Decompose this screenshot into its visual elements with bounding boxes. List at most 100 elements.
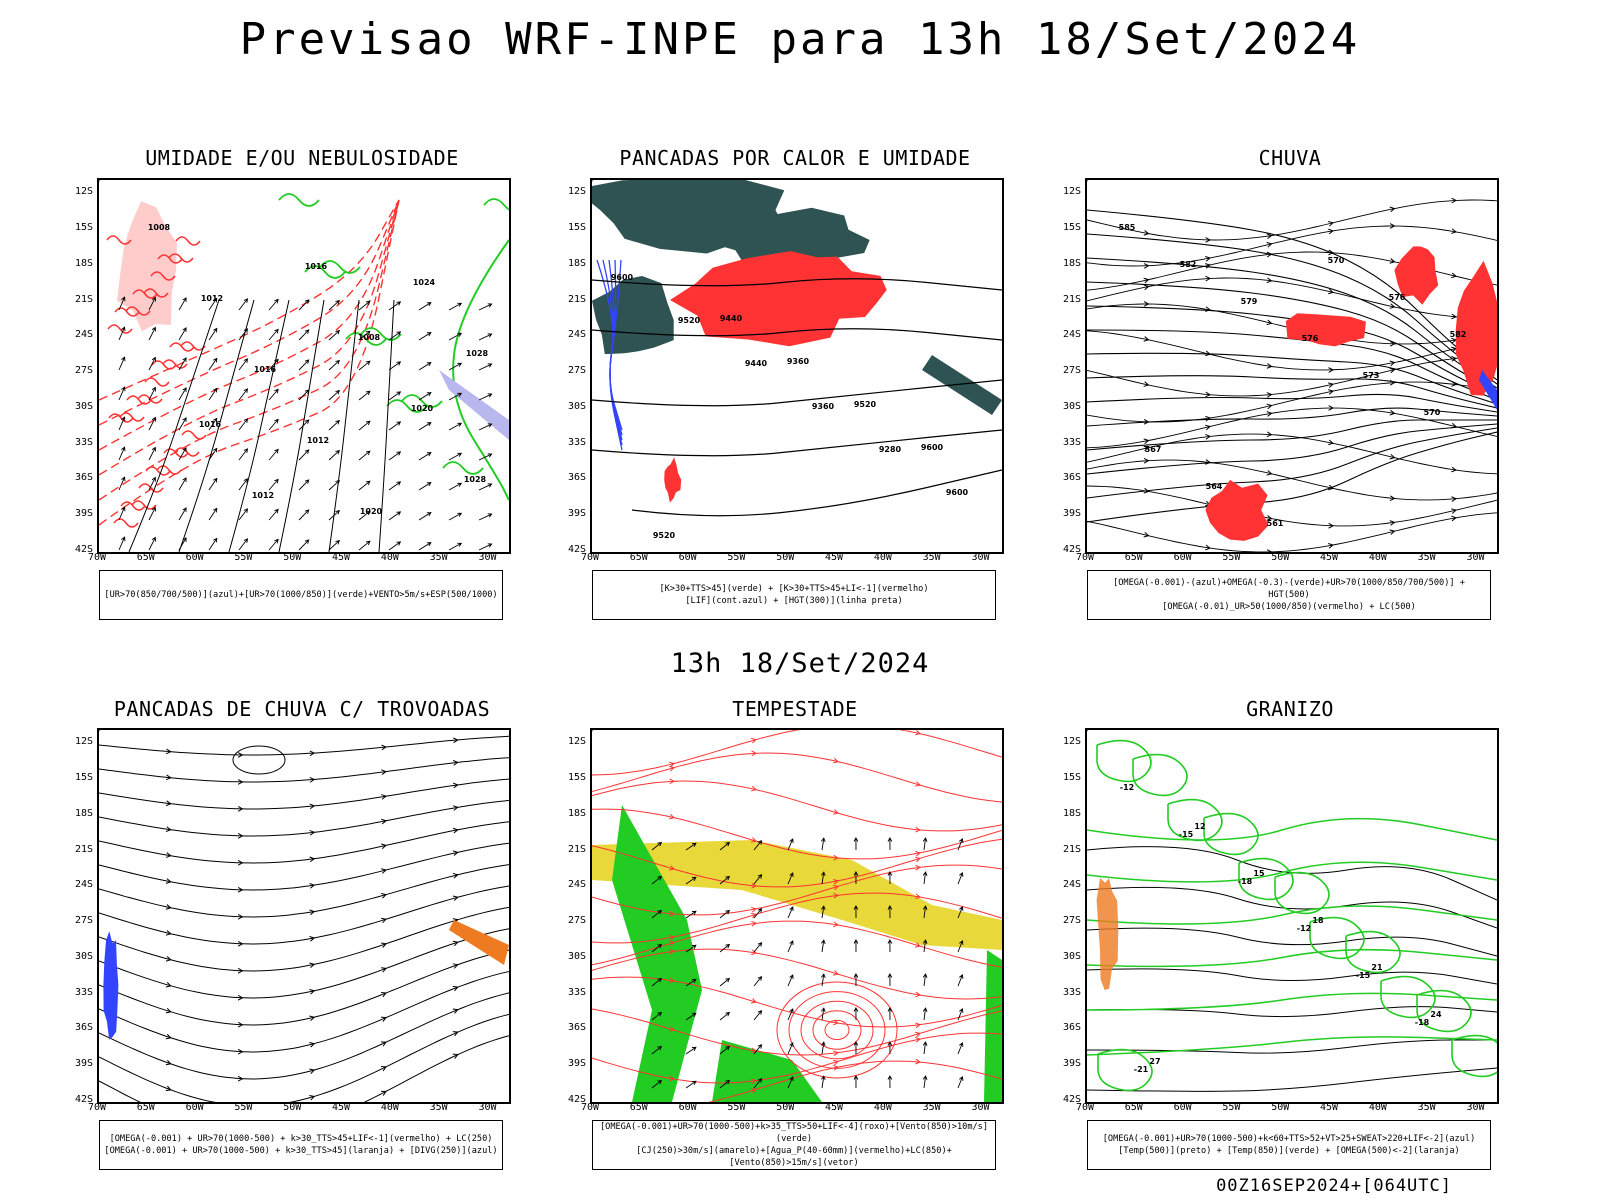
red-contour [113,518,139,528]
contour-label: 1012 [252,491,274,500]
flow-arrow [452,827,459,834]
flow-arrow [669,865,676,871]
wind-vector [268,508,279,521]
wind-vector [118,416,126,431]
flow-arrow [452,985,459,992]
red-contour [131,500,157,510]
flow-arrow [1266,515,1273,521]
longitude-label: 35W [922,552,941,563]
weather-map [590,728,1004,1104]
blue-rain-area [1479,370,1497,410]
flow-arrow [751,906,758,913]
latitude-label: 15S [567,222,586,234]
wind-vector [651,1045,663,1055]
wind-vector [478,483,493,491]
flow-arrow [165,748,172,755]
wind-vector [448,542,463,551]
wind-vector [238,298,249,311]
longitude-label: 30W [1466,552,1485,563]
latitude-label: 42S [74,544,93,555]
wind-vector [298,299,310,311]
wind-vector [238,508,249,521]
flow-arrow [1143,419,1150,425]
wind-vectors [118,296,493,551]
wind-vector [418,482,432,491]
wind-vector [178,447,187,461]
green-contour [401,394,443,408]
longitude-label: 65W [629,552,648,563]
longitude-label: 30W [478,552,497,563]
wind-vector [388,301,402,311]
red-contour [138,483,164,493]
flow-arrow [1143,487,1150,494]
longitude-label: 40W [1368,1102,1387,1113]
red-instability-area [664,457,682,503]
wind-vector [448,422,463,431]
streamline [1087,512,1497,552]
latitude-label: 15S [1062,772,1081,784]
red-dashed-contour [99,199,400,451]
wind-vector [478,423,493,431]
flow-arrow [380,1090,387,1096]
wind-vector [208,417,218,431]
streamline [99,842,509,891]
legend-line: [OMEGA(-0.01)_UR>50(1000/850)(vermelho) … [1162,602,1416,612]
orange-storm-area [449,920,509,965]
contour-label: 561 [1267,519,1284,528]
contour-label: 9600 [611,273,634,282]
streamline [592,808,1002,860]
flow-arrow [381,744,388,751]
red-instability-area [771,256,887,319]
flow-arrow [1328,439,1335,446]
longitude-label: 50W [776,1102,795,1113]
flow-arrow [452,737,459,744]
streamline [592,1032,1002,1084]
flow-arrow [1451,313,1458,320]
flow-arrow [309,909,316,916]
longitude-label: 65W [136,1102,155,1113]
red-rain-area [1285,313,1366,347]
flow-arrow [915,893,922,900]
blue-humidity-area [439,370,509,440]
wind-vector [358,540,371,551]
wind-vector [118,326,126,341]
latitude-label: 15S [567,772,586,784]
wind-vector [821,837,826,851]
wind-vector [922,1007,928,1021]
flow-arrow [1266,242,1273,248]
wind-vector [957,1041,964,1055]
red-dashed-contour [99,199,400,501]
latitude-label: 30S [74,400,93,412]
wind-vector [821,1075,826,1089]
green-contour [442,461,484,475]
flow-arrow [309,883,316,889]
red-contour [151,360,177,370]
wind-vector [753,907,763,919]
flow-arrow [1143,531,1150,538]
wind-vector [478,393,493,401]
latitude-label: 42S [1062,544,1081,555]
legend-line: [OMEGA(-0.001) + UR>70(1000-500) + k>30_… [109,1134,493,1144]
wind-vector [787,940,794,953]
flow-arrow [915,781,922,787]
flow-arrow [237,967,244,974]
wind-vector [787,1008,794,1021]
wind-vector [238,448,249,461]
flow-arrow [1328,382,1335,388]
contour-label: -21 [1134,1065,1149,1074]
hgt500-contour [1087,431,1497,523]
panel-title: GRANIZO [1246,697,1334,721]
wind-vector [328,539,341,551]
wind-vector [118,476,126,491]
flow-arrow [833,854,840,861]
streamline [99,799,509,837]
flow-arrow [751,1078,758,1085]
wind-vector [118,506,126,521]
latitude-label: 24S [74,879,93,891]
wind-vector [118,296,126,311]
longitude-label: 60W [1173,1102,1192,1113]
flow-arrow [1389,360,1396,367]
streamline [592,976,1002,1028]
contour-label: -15 [1179,830,1194,839]
latitude-label: 30S [74,950,93,962]
